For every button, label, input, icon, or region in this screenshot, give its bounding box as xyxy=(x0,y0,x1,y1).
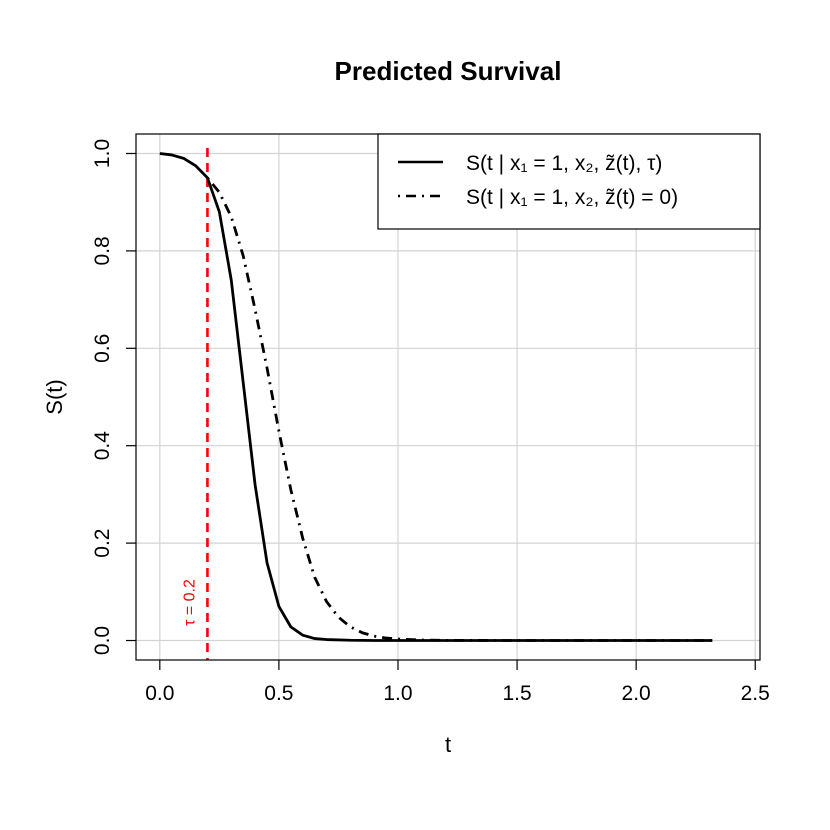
x-axis: 0.0 0.5 1.0 1.5 2.0 2.5 xyxy=(145,660,770,705)
series-group xyxy=(159,152,713,642)
x-tick-label: 2.0 xyxy=(622,682,651,705)
legend-entry-1: S(t | x₁ = 1, x₂, z̃(t), τ) xyxy=(466,152,662,175)
y-axis-title: S(t) xyxy=(42,379,67,414)
x-tick-label: 0.0 xyxy=(145,682,174,705)
x-tick-label: 0.5 xyxy=(264,682,293,705)
reference-line-label: τ = 0.2 xyxy=(181,579,198,626)
y-tick-label: 0.4 xyxy=(91,431,114,461)
legend: S(t | x₁ = 1, x₂, z̃(t), τ) S(t | x₁ = 1… xyxy=(377,133,761,230)
y-tick-label: 0.0 xyxy=(91,626,114,655)
chart-title: Predicted Survival xyxy=(335,56,562,86)
y-tick-label: 0.2 xyxy=(91,529,114,558)
x-tick-label: 2.5 xyxy=(741,682,770,705)
y-tick-label: 1.0 xyxy=(91,139,114,168)
x-axis-title: t xyxy=(445,732,451,757)
legend-box xyxy=(377,133,761,230)
legend-entry-2: S(t | x₁ = 1, x₂, z̃(t) = 0) xyxy=(466,186,678,209)
x-tick-label: 1.5 xyxy=(502,682,531,705)
y-axis: 0.0 0.2 0.4 0.6 0.8 1.0 xyxy=(91,139,136,655)
x-tick-label: 1.0 xyxy=(383,682,412,705)
reference-line-group: τ = 0.2 xyxy=(181,148,209,660)
y-tick-label: 0.6 xyxy=(91,334,114,363)
y-tick-label: 0.8 xyxy=(91,236,114,265)
series-line-1 xyxy=(159,152,713,642)
series-line-2 xyxy=(206,176,713,642)
